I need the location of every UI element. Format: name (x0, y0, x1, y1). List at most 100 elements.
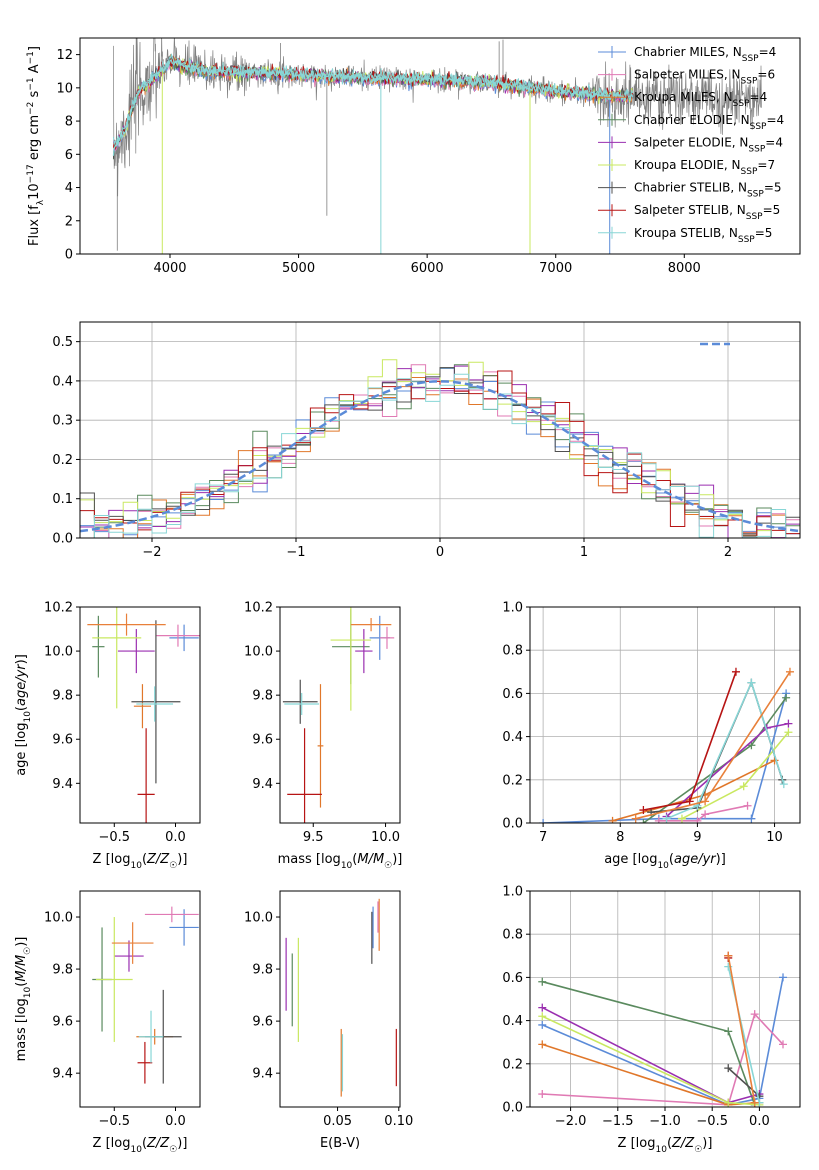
y-tick-label: 8 (65, 115, 73, 130)
x-tick-label: 4000 (153, 261, 186, 276)
plus-marker (743, 801, 752, 810)
plot-area (80, 359, 800, 538)
y-axis-label: mass [log10(M/M☉)] (14, 937, 33, 1062)
y-tick-label: 9.6 (52, 1015, 73, 1030)
axes-frame (79, 890, 201, 1108)
y-tick-label: 10.2 (44, 601, 73, 616)
y-tick-label: 9.8 (252, 689, 273, 704)
y-tick-label: 9.4 (52, 777, 73, 792)
y-tick-label: 0.2 (502, 773, 523, 788)
y-tick-label: 0.0 (502, 817, 523, 832)
legend-entry: Chabrier MILES, NSSP=4 (634, 45, 776, 64)
x-tick-label: 0.05 (323, 1114, 352, 1129)
plus-marker (724, 1098, 733, 1107)
x-tick-label: −2.0 (555, 1114, 587, 1129)
histogram-steps (80, 367, 800, 538)
plus-marker (701, 810, 710, 819)
legend-entry: Chabrier ELODIE, NSSP=4 (634, 113, 784, 132)
legend: Chabrier MILES, NSSP=4 Salpeter MILES, NS… (598, 45, 784, 245)
y-tick-label: 10.0 (244, 911, 273, 926)
observed-spectrum (113, 38, 762, 197)
mass-weight-line (666, 680, 785, 820)
axes-frame (79, 606, 201, 824)
plot-area (87, 607, 200, 823)
y-tick-label: 6 (65, 148, 73, 163)
x-axis-label: Z [log10(Z/Z☉)] (618, 1136, 713, 1155)
plus-marker (779, 780, 788, 789)
y-tick-label: 10.0 (44, 645, 73, 660)
plot-area (282, 607, 395, 823)
mass-weight-line (543, 693, 787, 823)
plus-marker (779, 1040, 788, 1049)
y-tick-label: 0.8 (502, 644, 523, 659)
plus-marker (750, 1010, 759, 1019)
legend-entry: Salpeter ELODIE, NSSP=4 (634, 135, 783, 154)
plus-marker (631, 814, 640, 823)
plus-marker (724, 951, 733, 960)
plus-marker (747, 814, 756, 823)
plus-marker (639, 819, 648, 823)
plus-marker (538, 1003, 547, 1012)
x-axis-label: age [log10(age/yr)] (604, 852, 726, 871)
mass-weight-line (542, 980, 756, 1106)
x-tick-label: 10 (766, 830, 783, 845)
plus-marker (685, 797, 694, 806)
y-tick-label: 0.2 (52, 453, 73, 468)
x-axis-label: E(B-V) (320, 1136, 360, 1151)
x-tick-label: 9 (693, 830, 701, 845)
plus-marker (538, 1012, 547, 1021)
plus-marker (747, 678, 756, 687)
axes-1: −2 −1 0 1 2 0.0 0.1 0.2 0.3 0.4 0.5 (52, 321, 801, 560)
x-tick-label: 8000 (668, 261, 701, 276)
x-tick-label: 0.0 (749, 1114, 770, 1129)
y-axis-label: age [log10(age/yr)] (14, 654, 33, 776)
x-tick-label: 0 (436, 545, 444, 560)
mass-weight-line (542, 1012, 784, 1106)
mass-weight-line (541, 977, 784, 1106)
axes-frame (79, 321, 801, 539)
x-axis-label: Z [log10(Z/Z☉)] (93, 852, 188, 871)
x-tick-label: −0.5 (696, 1114, 728, 1129)
y-tick-label: 0.3 (52, 414, 73, 429)
legend-entry: Salpeter STELIB, NSSP=5 (634, 203, 780, 222)
x-tick-label: 2 (724, 545, 732, 560)
plus-marker (784, 719, 793, 728)
x-tick-label: 7000 (539, 261, 572, 276)
y-tick-label: 0.0 (52, 532, 73, 547)
legend-entry: Salpeter MILES, NSSP=6 (634, 68, 775, 87)
mass-weight-line (727, 966, 761, 1103)
y-tick-label: 0.4 (502, 1014, 523, 1029)
mass-weight-line (635, 671, 791, 820)
x-tick-label: −1 (286, 545, 305, 560)
plot-area (538, 951, 788, 1107)
x-tick-label: 0.0 (165, 1114, 186, 1129)
plus-marker (724, 1027, 733, 1036)
x-tick-label: 0.10 (384, 1114, 413, 1129)
plus-marker (538, 1090, 547, 1099)
x-tick-label: 1 (580, 545, 588, 560)
plus-marker (538, 1040, 547, 1049)
axes-4: 7 8 9 10 0.0 0.2 0.4 0.6 0.8 1.0 (502, 601, 801, 845)
plus-marker (701, 797, 710, 806)
x-tick-label: 10.0 (371, 830, 400, 845)
mass-weight-line (658, 804, 748, 822)
x-tick-label: 8 (616, 830, 624, 845)
histogram-steps (80, 373, 800, 538)
axes-2: −0.5 0.0 9.4 9.6 9.8 10.0 10.2 (44, 601, 201, 845)
plus-marker (538, 1020, 547, 1029)
x-tick-label: 9.5 (303, 830, 324, 845)
mass-weight-line (541, 1015, 760, 1106)
axes-3: 9.5 10.0 9.4 9.6 9.8 10.0 10.2 (244, 601, 401, 845)
x-tick-label: −2 (142, 545, 161, 560)
plot-area (285, 898, 397, 1097)
plus-marker (784, 728, 793, 737)
y-tick-label: 9.8 (252, 963, 273, 978)
mass-weight-line (727, 955, 756, 1103)
plus-marker (724, 1064, 733, 1073)
y-tick-label: 9.6 (252, 733, 273, 748)
legend-entry: Kroupa STELIB, NSSP=5 (634, 226, 772, 245)
y-tick-label: 9.4 (252, 1067, 273, 1082)
y-tick-label: 1.0 (502, 601, 523, 616)
y-tick-label: 0.2 (502, 1057, 523, 1072)
x-tick-label: 7 (539, 830, 547, 845)
